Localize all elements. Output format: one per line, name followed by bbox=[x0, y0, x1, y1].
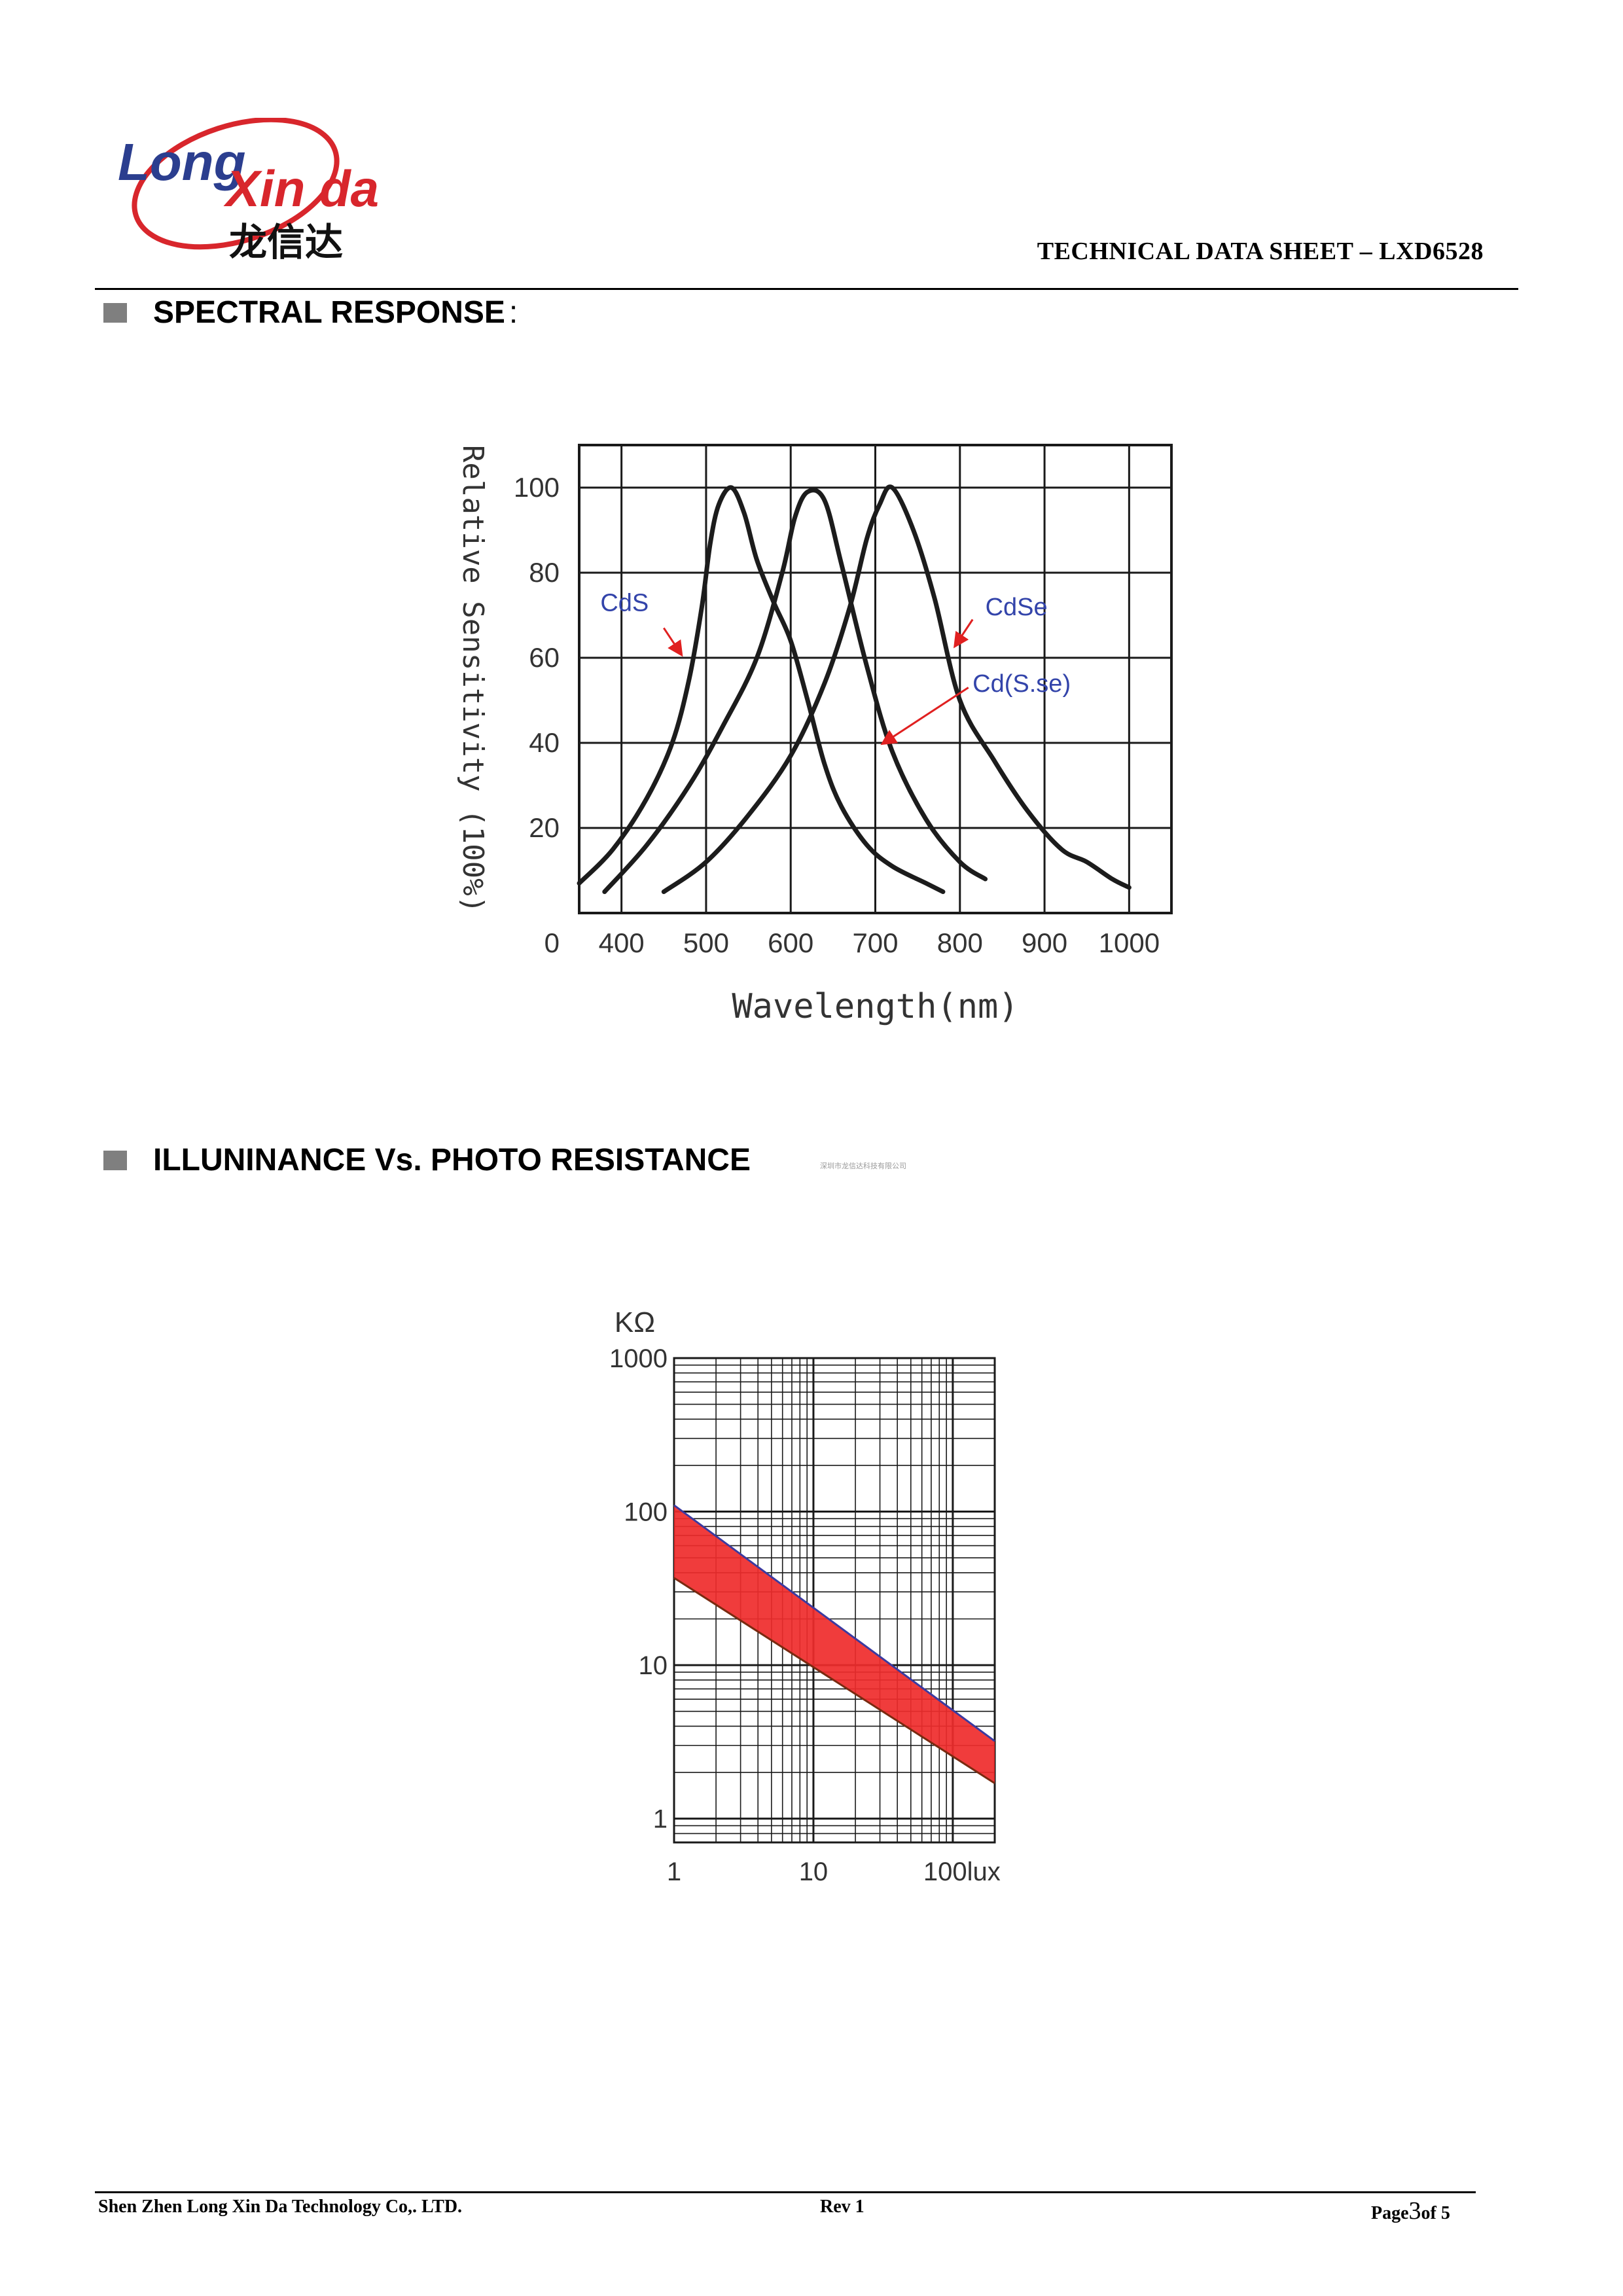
y-tick-label: 100 bbox=[624, 1498, 668, 1527]
x-tick-label: 10 bbox=[799, 1857, 829, 1886]
x-tick-label: 1000 bbox=[1099, 927, 1160, 958]
svg-text:Long: Long bbox=[118, 133, 245, 191]
y-tick-label: 80 bbox=[529, 557, 560, 588]
band-lower-edge bbox=[673, 1577, 995, 1784]
annotation-cds-label: CdS bbox=[600, 590, 649, 617]
annotation-cdse-arrow bbox=[954, 619, 974, 649]
x-tick-label: 700 bbox=[852, 927, 898, 958]
page-prefix: Page bbox=[1371, 2203, 1409, 2223]
section-title: ILLUNINANCE Vs. PHOTO RESISTANCE bbox=[153, 1143, 751, 1177]
resistance-band bbox=[674, 1505, 995, 1784]
band-upper-edge bbox=[673, 1504, 995, 1742]
plot-frame bbox=[673, 1357, 996, 1844]
footer-company: Shen Zhen Long Xin Da Technology Co,. LT… bbox=[98, 2197, 463, 2217]
x-tick-label: 800 bbox=[937, 927, 983, 958]
annotation-cds-arrow bbox=[663, 627, 683, 657]
y-tick-label: 20 bbox=[529, 812, 560, 843]
watermark: 深圳市龙信达科技有限公司 bbox=[820, 1162, 906, 1170]
footer-revision: Rev 1 bbox=[820, 2197, 865, 2217]
y-tick-label: 0 bbox=[544, 927, 560, 958]
illuminance-resistance-chart: 1000 100 10 1 1 10 100lux KΩ bbox=[609, 1306, 1001, 1886]
section-title: SPECTRAL RESPONSE bbox=[153, 295, 505, 330]
annotation-cdse-label: CdSe bbox=[986, 594, 1048, 621]
svg-text:龙信达: 龙信达 bbox=[229, 220, 343, 264]
plot-frame bbox=[578, 444, 1173, 914]
x-tick-label: 500 bbox=[683, 927, 729, 958]
y-tick-label: 40 bbox=[529, 727, 560, 758]
y-tick-label: 60 bbox=[529, 642, 560, 673]
y-tick-label: 10 bbox=[639, 1651, 668, 1680]
section-heading-spectral: SPECTRAL RESPONSE : bbox=[103, 295, 518, 331]
section-suffix: : bbox=[508, 295, 518, 330]
x-tick-label: 1 bbox=[667, 1857, 681, 1886]
header-rule bbox=[95, 288, 1518, 290]
spectral-curve-cds bbox=[577, 485, 946, 894]
y-axis-label: Relative Sensitivity (100%) bbox=[456, 445, 490, 913]
page-number: 3 bbox=[1408, 2197, 1421, 2225]
document-title: TECHNICAL DATA SHEET – LXD6528 bbox=[1037, 238, 1484, 265]
spectral-curve-cdsse bbox=[661, 484, 1132, 894]
x-tick-label: 100lux bbox=[923, 1857, 1001, 1886]
x-axis-label: Wavelength(nm) bbox=[732, 987, 1018, 1026]
footer-rule bbox=[95, 2191, 1476, 2193]
y-tick-label: 1000 bbox=[609, 1344, 668, 1373]
square-bullet-icon bbox=[103, 1150, 127, 1170]
y-tick-label: 100 bbox=[514, 472, 560, 503]
spectral-curve-cdse bbox=[602, 488, 988, 894]
footer-page: Page3of 5 bbox=[1371, 2197, 1450, 2225]
y-tick-label: 1 bbox=[653, 1805, 668, 1834]
annotation-cdsse-arrow bbox=[880, 687, 969, 745]
x-tick-label: 600 bbox=[768, 927, 813, 958]
x-tick-label: 900 bbox=[1022, 927, 1067, 958]
square-bullet-icon bbox=[103, 302, 127, 323]
page-suffix: of 5 bbox=[1421, 2203, 1450, 2223]
svg-text:Xin da: Xin da bbox=[223, 160, 379, 217]
annotation-cdsse-label: Cd(S.se) bbox=[972, 670, 1071, 698]
section-heading-illuminance: ILLUNINANCE Vs. PHOTO RESISTANCE bbox=[103, 1142, 751, 1178]
company-logo: Long Xin da 龙信达 bbox=[118, 118, 379, 264]
x-tick-label: 400 bbox=[599, 927, 645, 958]
spectral-response-chart: 400 500 600 700 800 900 1000 100 80 60 40 20 0 Wavele… bbox=[456, 444, 1173, 1026]
y-unit-label: KΩ bbox=[615, 1306, 655, 1338]
